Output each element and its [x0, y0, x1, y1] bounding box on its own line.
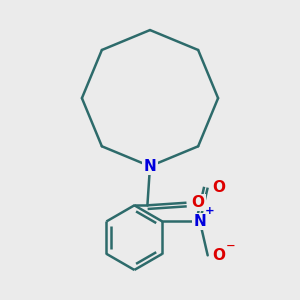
- Text: −: −: [225, 241, 235, 251]
- Text: O: O: [212, 180, 225, 195]
- Text: N: N: [194, 214, 206, 229]
- Text: +: +: [204, 206, 214, 216]
- Text: N: N: [144, 159, 156, 174]
- Text: O: O: [192, 195, 205, 210]
- Text: O: O: [212, 248, 225, 263]
